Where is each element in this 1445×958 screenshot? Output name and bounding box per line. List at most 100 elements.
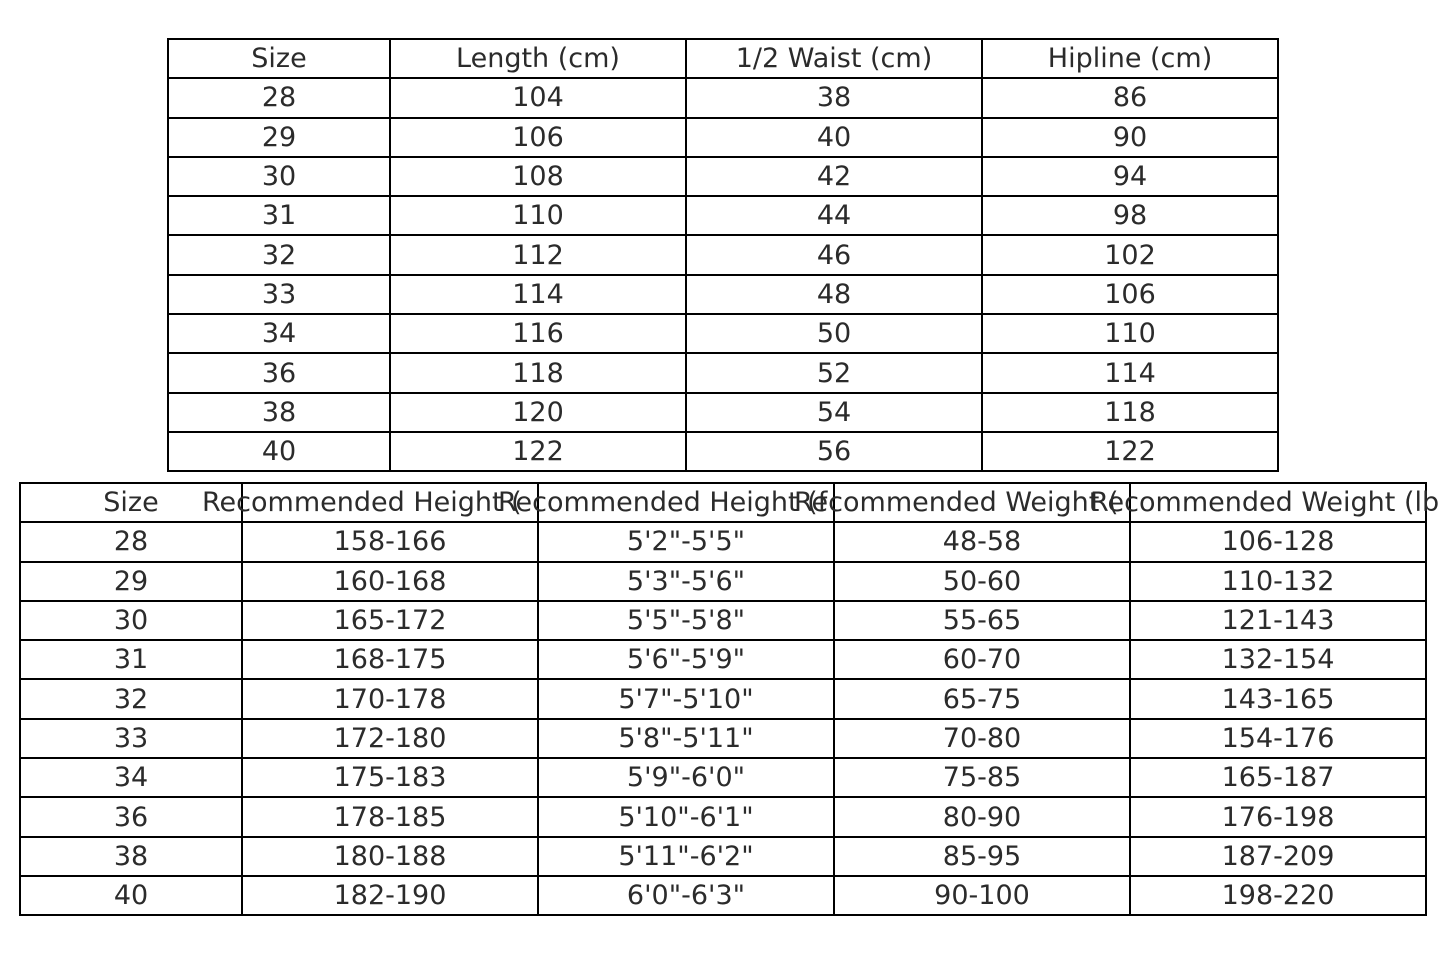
table-cell: 5'8"-5'11" [537, 717, 835, 760]
table-cell: 165-172 [241, 599, 539, 642]
table-cell: 38 [685, 77, 983, 119]
table-cell: 38 [19, 835, 243, 877]
table-cell: 175-183 [241, 757, 539, 799]
table-row: 28 104 38 86 [167, 77, 1279, 119]
table-cell: 50 [685, 313, 983, 355]
table-cell: 5'3"-5'6" [537, 560, 835, 602]
table-row: 30 165-172 5'5"-5'8" 55-65 121-143 [19, 599, 1427, 642]
table-cell: 122 [389, 430, 687, 473]
table-cell: 34 [167, 313, 391, 355]
table-cell: 36 [167, 352, 391, 394]
table-cell: 122 [981, 430, 1279, 473]
column-header: Size [19, 481, 243, 524]
table-cell: 65-75 [833, 678, 1131, 720]
table-cell: 154-176 [1129, 717, 1427, 760]
table-cell: 60-70 [833, 639, 1131, 681]
table-cell: 32 [19, 678, 243, 720]
table-cell: 31 [19, 639, 243, 681]
table-cell: 106-128 [1129, 521, 1427, 563]
table-row: 33 172-180 5'8"-5'11" 70-80 154-176 [19, 717, 1427, 760]
column-header: Recommended Weight (lb [1090, 481, 1439, 524]
size-recommendation-table: Size Recommended Height (Recommended Heig… [19, 481, 1439, 917]
table-row: 31 110 44 98 [167, 195, 1279, 237]
table-cell: 114 [389, 273, 687, 316]
table-cell: 29 [19, 560, 243, 602]
table-cell: 54 [685, 391, 983, 433]
table-cell: 108 [389, 155, 687, 198]
column-header-label: Recommended Weight ( [794, 487, 1119, 518]
table-cell: 158-166 [241, 521, 539, 563]
table-row: 40 122 56 122 [167, 430, 1279, 473]
table-cell: 118 [981, 391, 1279, 433]
table-cell: 80-90 [833, 796, 1131, 838]
table-cell: 90 [981, 116, 1279, 158]
table-cell: 28 [19, 521, 243, 563]
header-row: Size Length (cm) 1/2 Waist (cm) Hipline (cm… [167, 37, 1279, 80]
table-row: 34 175-183 5'9"-6'0" 75-85 165-187 [19, 757, 1427, 799]
column-header: Recommended Weight ( [794, 481, 1131, 524]
column-header: Hipline (cm) [981, 37, 1279, 80]
table-cell: 38 [167, 391, 391, 433]
table-cell: 29 [167, 116, 391, 158]
table-cell: 56 [685, 430, 983, 473]
table-cell: 50-60 [833, 560, 1131, 602]
table-cell: 5'7"-5'10" [537, 678, 835, 720]
table-cell: 98 [981, 195, 1279, 237]
column-header: 1/2 Waist (cm) [685, 37, 983, 80]
column-header-label: Recommended Height (f [498, 487, 828, 518]
table-cell: 178-185 [241, 796, 539, 838]
table-cell: 120 [389, 391, 687, 433]
table-cell: 187-209 [1129, 835, 1427, 877]
table-row: 32 170-178 5'7"-5'10" 65-75 143-165 [19, 678, 1427, 720]
table-row: 29 106 40 90 [167, 116, 1279, 158]
table-cell: 40 [19, 874, 243, 917]
column-header: Recommended Height ( [202, 481, 539, 524]
table-cell: 6'0"-6'3" [537, 874, 835, 917]
table-cell: 44 [685, 195, 983, 237]
table-cell: 90-100 [833, 874, 1131, 917]
table-row: 32 112 46 102 [167, 234, 1279, 276]
table-row: 36 118 52 114 [167, 352, 1279, 394]
table-cell: 118 [389, 352, 687, 394]
table-cell: 33 [167, 273, 391, 316]
table-row: 38 120 54 118 [167, 391, 1279, 433]
table-cell: 116 [389, 313, 687, 355]
table-cell: 75-85 [833, 757, 1131, 799]
table-cell: 36 [19, 796, 243, 838]
table-cell: 106 [389, 116, 687, 158]
column-header: Size [167, 37, 391, 80]
table-cell: 168-175 [241, 639, 539, 681]
table-row: 36 178-185 5'10"-6'1" 80-90 176-198 [19, 796, 1427, 838]
table-cell: 28 [167, 77, 391, 119]
table-cell: 34 [19, 757, 243, 799]
table-cell: 143-165 [1129, 678, 1427, 720]
table-cell: 48 [685, 273, 983, 316]
column-header-label: Recommended Weight (lb [1090, 487, 1440, 518]
table-row: 38 180-188 5'11"-6'2" 85-95 187-209 [19, 835, 1427, 877]
table-row: 31 168-175 5'6"-5'9" 60-70 132-154 [19, 639, 1427, 681]
table-cell: 182-190 [241, 874, 539, 917]
table-cell: 33 [19, 717, 243, 760]
table-cell: 55-65 [833, 599, 1131, 642]
table-cell: 121-143 [1129, 599, 1427, 642]
table-cell: 32 [167, 234, 391, 276]
header-row: Size Recommended Height (Recommended Heig… [19, 481, 1439, 524]
table-cell: 5'2"-5'5" [537, 521, 835, 563]
table-cell: 48-58 [833, 521, 1131, 563]
table-cell: 52 [685, 352, 983, 394]
table-cell: 30 [19, 599, 243, 642]
table-cell: 30 [167, 155, 391, 198]
table-cell: 180-188 [241, 835, 539, 877]
table-cell: 160-168 [241, 560, 539, 602]
table-row: 33 114 48 106 [167, 273, 1279, 316]
table-cell: 172-180 [241, 717, 539, 760]
table-cell: 104 [389, 77, 687, 119]
table-cell: 165-187 [1129, 757, 1427, 799]
table-cell: 110 [981, 313, 1279, 355]
table-row: 29 160-168 5'3"-5'6" 50-60 110-132 [19, 560, 1427, 602]
table-cell: 102 [981, 234, 1279, 276]
table-cell: 5'6"-5'9" [537, 639, 835, 681]
table-row: 34 116 50 110 [167, 313, 1279, 355]
table-cell: 42 [685, 155, 983, 198]
table-cell: 31 [167, 195, 391, 237]
